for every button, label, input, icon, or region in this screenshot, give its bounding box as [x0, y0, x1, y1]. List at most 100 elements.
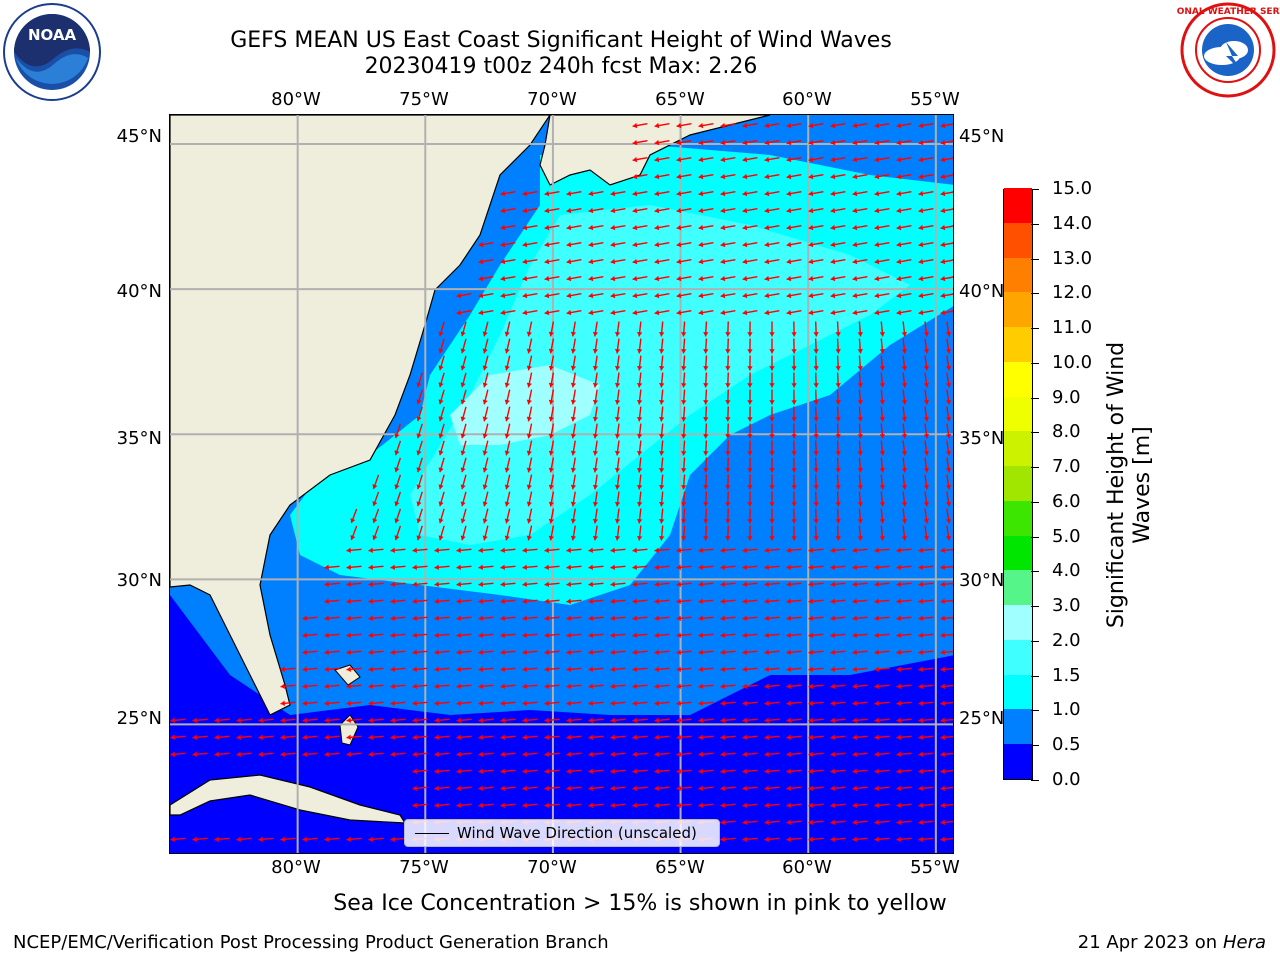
- wave-direction-arrow: [791, 525, 797, 541]
- wave-direction-arrow: [940, 207, 953, 214]
- wave-direction-arrow: [918, 173, 934, 180]
- wave-direction-arrow: [434, 615, 450, 621]
- wave-direction-arrow: [786, 649, 802, 655]
- wave-direction-arrow: [742, 275, 758, 282]
- wave-direction-arrow: [610, 683, 626, 689]
- wave-direction-arrow: [412, 734, 428, 740]
- colorbar-tick-label: 0.5: [1052, 734, 1081, 756]
- wave-direction-arrow: [588, 700, 604, 706]
- wave-direction-arrow: [940, 258, 953, 265]
- wave-direction-arrow: [610, 734, 626, 740]
- wave-direction-arrow: [940, 666, 953, 672]
- wave-direction-arrow: [764, 122, 780, 129]
- wave-direction-arrow: [901, 525, 908, 541]
- wave-direction-arrow: [786, 598, 802, 604]
- wave-direction-arrow: [478, 275, 494, 282]
- wave-direction-arrow: [372, 525, 380, 541]
- wave-direction-arrow: [548, 355, 555, 371]
- wave-direction-arrow: [654, 190, 670, 197]
- wave-direction-arrow: [786, 224, 802, 231]
- nws-logo: NATIONAL WEATHER SERVICE: [1153, 0, 1280, 104]
- wave-direction-arrow: [632, 564, 648, 570]
- wave-direction-arrow: [390, 649, 406, 655]
- wave-direction-arrow: [566, 802, 582, 808]
- wave-direction-arrow: [346, 717, 362, 723]
- wave-direction-arrow: [632, 717, 648, 723]
- wave-direction-arrow: [945, 423, 952, 439]
- wave-direction-arrow: [852, 564, 868, 570]
- wave-direction-arrow: [879, 491, 885, 507]
- wave-direction-arrow: [918, 751, 934, 757]
- wave-direction-arrow: [808, 785, 824, 791]
- wave-direction-arrow: [614, 491, 621, 507]
- wave-direction-arrow: [544, 564, 560, 570]
- wave-direction-arrow: [636, 406, 643, 422]
- wave-direction-arrow: [918, 241, 934, 248]
- wave-direction-arrow: [544, 751, 560, 757]
- wave-direction-arrow: [918, 122, 934, 129]
- wave-direction-arrow: [610, 547, 626, 553]
- lat-tick-left: 35°N: [116, 428, 162, 449]
- wave-direction-arrow: [544, 207, 560, 214]
- wave-direction-arrow: [725, 474, 731, 490]
- wave-direction-arrow: [632, 751, 648, 757]
- wave-direction-arrow: [874, 632, 890, 638]
- wave-direction-arrow: [676, 632, 692, 638]
- wave-direction-arrow: [544, 700, 560, 706]
- wave-direction-arrow: [460, 372, 467, 388]
- wave-direction-arrow: [456, 309, 472, 316]
- colorbar-tick: [1031, 606, 1039, 608]
- wave-direction-arrow: [923, 355, 930, 371]
- wave-direction-arrow: [302, 615, 318, 621]
- wave-direction-arrow: [394, 457, 402, 473]
- wave-direction-arrow: [830, 156, 846, 163]
- wave-direction-arrow: [346, 836, 362, 842]
- wave-direction-arrow: [857, 406, 863, 422]
- wave-direction-arrow: [346, 700, 362, 706]
- wave-direction-arrow: [412, 666, 428, 672]
- wave-direction-arrow: [923, 457, 930, 473]
- wave-direction-arrow: [918, 598, 934, 604]
- wave-direction-arrow: [280, 717, 296, 723]
- wave-direction-arrow: [636, 457, 643, 473]
- wave-direction-arrow: [654, 547, 670, 553]
- wave-direction-arrow: [548, 440, 555, 456]
- wave-direction-arrow: [548, 491, 555, 507]
- wave-direction-arrow: [368, 598, 384, 604]
- wave-direction-arrow: [896, 547, 912, 553]
- wave-direction-arrow: [416, 474, 423, 490]
- wave-direction-arrow: [302, 836, 318, 842]
- wave-direction-arrow: [456, 751, 472, 757]
- wave-direction-arrow: [522, 785, 538, 791]
- wave-direction-arrow: [698, 190, 714, 197]
- wave-direction-arrow: [324, 836, 340, 842]
- wave-direction-arrow: [302, 632, 318, 638]
- footer-date: 21 Apr 2023 on: [1077, 932, 1223, 953]
- wave-direction-arrow: [830, 819, 846, 825]
- wave-direction-arrow: [681, 372, 687, 388]
- wave-direction-arrow: [852, 785, 868, 791]
- wave-direction-arrow: [742, 207, 758, 214]
- wave-direction-arrow: [852, 717, 868, 723]
- wave-direction-arrow: [632, 598, 648, 604]
- wave-direction-arrow: [923, 372, 930, 388]
- wave-direction-arrow: [835, 525, 841, 541]
- wave-direction-arrow: [526, 423, 533, 439]
- wave-direction-arrow: [368, 649, 384, 655]
- wave-direction-arrow: [544, 224, 560, 231]
- wave-direction-arrow: [940, 564, 953, 570]
- wave-direction-arrow: [747, 389, 753, 405]
- wave-direction-arrow: [544, 275, 560, 282]
- wave-direction-arrow: [764, 207, 780, 214]
- wave-direction-arrow: [566, 632, 582, 638]
- wave-direction-arrow: [808, 156, 824, 163]
- wave-direction-arrow: [945, 525, 952, 541]
- wave-direction-arrow: [654, 666, 670, 672]
- wave-direction-arrow: [698, 156, 714, 163]
- wave-direction-arrow: [786, 700, 802, 706]
- wave-direction-arrow: [720, 666, 736, 672]
- wave-direction-arrow: [676, 207, 692, 214]
- wave-direction-arrow: [742, 309, 758, 316]
- wave-direction-arrow: [372, 474, 380, 490]
- wave-direction-arrow: [526, 372, 533, 388]
